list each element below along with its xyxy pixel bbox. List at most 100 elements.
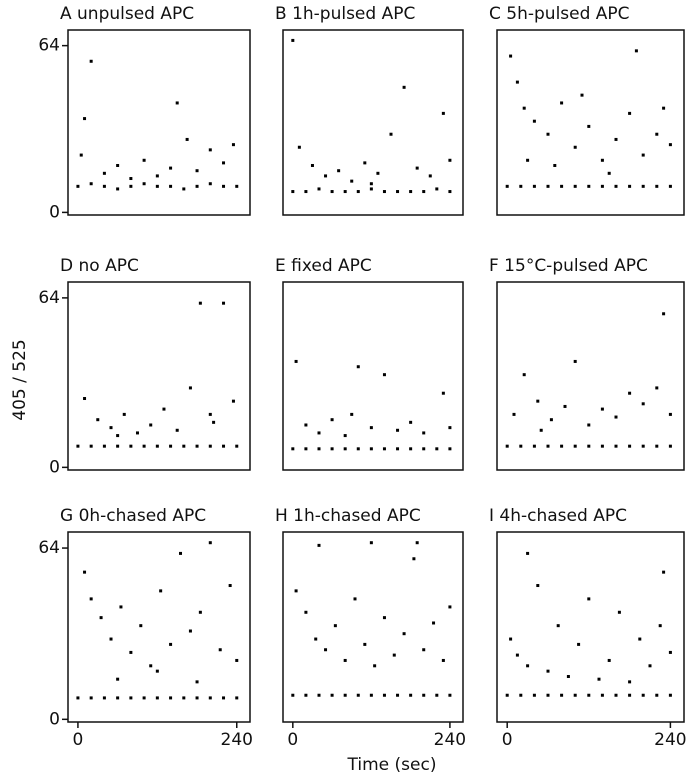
point	[208, 696, 212, 700]
point	[129, 444, 133, 448]
point	[573, 359, 577, 363]
point	[155, 444, 159, 448]
point	[412, 557, 416, 561]
point	[129, 650, 133, 654]
point	[109, 426, 113, 430]
point	[324, 174, 328, 178]
point	[324, 648, 328, 652]
point	[330, 418, 334, 422]
point	[330, 447, 334, 451]
point	[159, 589, 163, 593]
x-tick-label: 240	[654, 730, 686, 750]
point	[441, 111, 445, 115]
point	[441, 391, 445, 395]
point	[448, 158, 452, 162]
point	[600, 407, 604, 411]
point	[560, 101, 564, 105]
point	[343, 693, 347, 697]
point	[356, 365, 360, 369]
point	[116, 163, 120, 167]
point	[628, 680, 632, 684]
point	[587, 597, 591, 601]
point	[597, 677, 601, 681]
point	[89, 182, 93, 186]
point	[655, 386, 659, 390]
point	[343, 434, 347, 438]
point	[208, 444, 212, 448]
point	[415, 166, 419, 170]
point	[208, 182, 212, 186]
point	[235, 658, 239, 662]
point	[175, 428, 179, 432]
point	[512, 412, 516, 416]
point	[668, 693, 672, 697]
panel-frame	[282, 531, 464, 723]
point	[208, 541, 212, 545]
point	[515, 653, 519, 657]
point	[422, 648, 426, 652]
point	[89, 59, 93, 63]
point	[668, 412, 672, 416]
point	[509, 637, 513, 641]
point	[382, 616, 386, 620]
panel-title: C 5h-pulsed APC	[489, 4, 630, 24]
point	[76, 696, 80, 700]
point	[532, 119, 536, 123]
point	[83, 117, 87, 121]
point	[149, 664, 153, 668]
point	[428, 174, 432, 178]
point	[587, 693, 591, 697]
point	[422, 447, 426, 451]
point	[641, 184, 645, 188]
y-axis-label: 405 / 525	[10, 339, 30, 420]
point	[317, 187, 321, 191]
point	[169, 642, 173, 646]
x-tick-label: 0	[502, 730, 513, 750]
point	[515, 80, 519, 84]
point	[291, 38, 295, 42]
point	[600, 693, 604, 697]
point	[129, 177, 133, 181]
point	[235, 184, 239, 188]
point	[509, 54, 513, 58]
point	[563, 404, 567, 408]
point	[658, 624, 662, 628]
point	[162, 407, 166, 411]
point	[505, 693, 509, 697]
panel-title: I 4h-chased APC	[489, 506, 627, 526]
point	[614, 415, 618, 419]
point	[337, 169, 341, 173]
point	[532, 444, 536, 448]
point	[369, 541, 373, 545]
point	[369, 693, 373, 697]
y-tick-label: 64	[38, 288, 60, 308]
point	[89, 444, 93, 448]
point	[291, 447, 295, 451]
point	[291, 190, 295, 194]
point	[519, 444, 523, 448]
point	[317, 447, 321, 451]
point	[222, 161, 226, 165]
point	[389, 132, 393, 136]
point	[641, 153, 645, 157]
point	[607, 658, 611, 662]
point	[402, 85, 406, 89]
point	[195, 184, 199, 188]
point	[560, 693, 564, 697]
point	[382, 190, 386, 194]
point	[617, 610, 621, 614]
point	[634, 49, 638, 53]
point	[330, 693, 334, 697]
point	[600, 184, 604, 188]
point	[448, 190, 452, 194]
point	[212, 420, 216, 424]
panel-title: G 0h-chased APC	[60, 506, 206, 526]
point	[304, 190, 308, 194]
point	[135, 431, 139, 435]
point	[668, 444, 672, 448]
point	[546, 444, 550, 448]
point	[396, 693, 400, 697]
point	[76, 184, 80, 188]
panel-frame	[282, 29, 464, 216]
point	[628, 391, 632, 395]
